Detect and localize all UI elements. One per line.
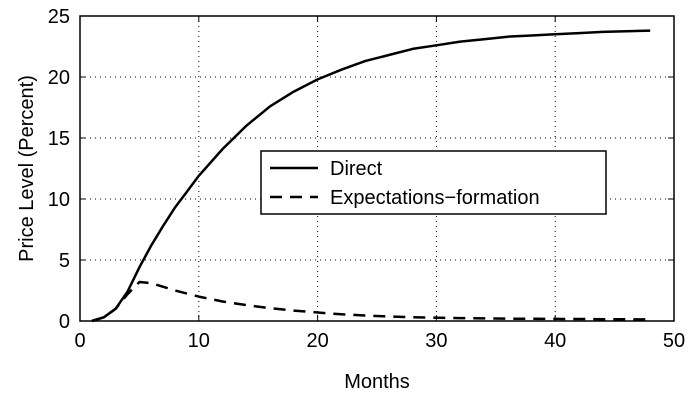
y-tick-label: 15: [48, 128, 70, 150]
y-axis-label: Price Level (Percent): [16, 75, 38, 262]
x-tick-label: 50: [663, 330, 685, 352]
series-line-direct: [91, 29, 651, 323]
legend-label-direct: Direct: [330, 158, 383, 180]
x-tick-label: 30: [425, 330, 447, 352]
y-tick-label: 20: [48, 67, 70, 89]
plot-frame: [79, 15, 675, 322]
x-tick-label: 40: [544, 330, 566, 352]
series-line-expectations: [91, 280, 651, 323]
y-tick-label: 5: [59, 250, 70, 272]
x-tick-label: 0: [74, 330, 85, 352]
y-tick-label: 25: [48, 6, 70, 28]
legend-box: [260, 150, 607, 215]
ticks: 0 10 20 30 40 50 0 5 10 15 20 25: [48, 6, 685, 352]
legend-label-expectations: Expectations−formation: [330, 187, 540, 209]
x-tick-label: 20: [306, 330, 328, 352]
x-tick-label: 10: [188, 330, 210, 352]
series-layer: [91, 29, 651, 323]
legend: Direct Expectations−formation: [260, 150, 607, 215]
x-axis-label: Months: [344, 371, 410, 393]
y-tick-label: 0: [59, 311, 70, 333]
y-tick-label: 10: [48, 189, 70, 211]
